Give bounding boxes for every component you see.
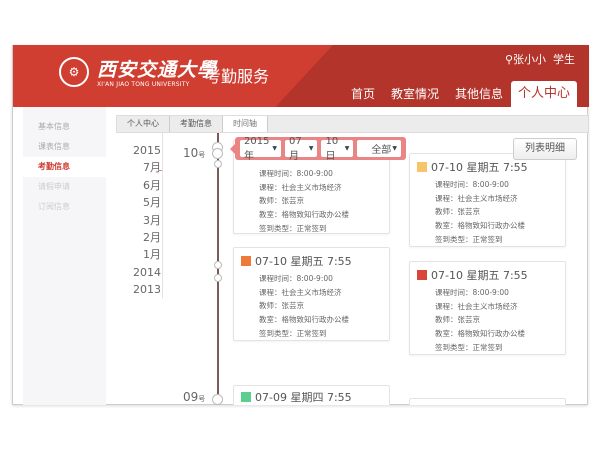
- chevron-down-icon: ▼: [392, 145, 397, 152]
- card-field: 签到类型：正常签到: [259, 223, 327, 233]
- nav-other[interactable]: 其他信息: [454, 87, 503, 101]
- header: ⚙ 西安交通大學 XI'AN JIAO TONG UNIVERSITY 考勤服务…: [13, 45, 589, 107]
- card-field: 签到类型：正常签到: [259, 328, 327, 338]
- card-field: 课程：社会主义市场经济: [259, 182, 342, 192]
- card-field: 课程时间：8:00-9:00: [435, 288, 509, 297]
- university-seal-icon: ⚙: [59, 57, 89, 87]
- card-field: 课程：社会主义市场经济: [435, 301, 518, 311]
- university-logo-en: XI'AN JIAO TONG UNIVERSITY: [97, 81, 190, 88]
- timeline-line: [217, 133, 219, 405]
- month-item[interactable]: 5月: [143, 196, 161, 210]
- card-field: 教室：格物致知行政办公楼: [435, 221, 525, 231]
- attendance-icon: [241, 256, 251, 266]
- nav-classroom[interactable]: 教室情况: [390, 87, 439, 101]
- year-select[interactable]: 2015年 ▼: [240, 136, 282, 162]
- user-icon: ⚲: [504, 53, 513, 66]
- month-select[interactable]: 07月 ▼: [285, 136, 318, 162]
- date-filter: 2015年 ▼ 07月 ▼ 10日 ▼ 全部 ▼: [230, 136, 406, 162]
- nav-personal[interactable]: 个人中心: [510, 81, 577, 107]
- month-item[interactable]: 1月: [143, 248, 161, 262]
- main-nav: 首页 教室情况 其他信息 个人中心: [343, 81, 577, 107]
- year-item[interactable]: 2014: [133, 265, 161, 279]
- card-field: 课程：社会主义市场经济: [259, 287, 342, 297]
- attendance-icon: [241, 392, 251, 402]
- month-item[interactable]: 2月: [143, 230, 161, 244]
- sidebar-item-leave[interactable]: 请假申请: [38, 182, 70, 191]
- breadcrumb-item[interactable]: 考勤信息: [170, 116, 223, 132]
- card-field: 课程：社会主义市场经济: [435, 193, 518, 203]
- sidebar-item-attendance[interactable]: 考勤信息: [23, 157, 106, 177]
- chevron-down-icon: ▼: [344, 145, 350, 152]
- breadcrumb-current: 时间轴: [223, 116, 268, 132]
- divider: [162, 133, 163, 298]
- user-info[interactable]: ⚲张小小 学生: [504, 53, 575, 66]
- nav-home[interactable]: 首页: [350, 87, 375, 101]
- attendance-card[interactable]: 07-10 星期五 7:55 课程时间：8:00-9:00 课程：社会主义市场经济教…: [409, 261, 566, 355]
- timeline-node: [212, 148, 223, 159]
- card-field: 教师：张芸京: [259, 196, 304, 206]
- chevron-down-icon: ▼: [308, 145, 314, 152]
- chevron-down-icon: ▼: [272, 145, 278, 152]
- month-item[interactable]: 7月: [143, 161, 161, 175]
- timeline-node: [214, 160, 222, 168]
- sidebar: 基本信息 课表信息 考勤信息 请假申请 订阅信息: [23, 107, 106, 405]
- card-field: 签到类型：正常签到: [435, 234, 503, 244]
- day-label: 10号: [183, 146, 206, 160]
- attendance-card[interactable]: 07-09 星期四 7:55: [233, 385, 390, 405]
- sidebar-item-subscribe[interactable]: 订阅信息: [38, 202, 70, 211]
- attendance-icon: [417, 162, 427, 172]
- year-month-list: 2015 7月 6月 5月 3月 2月 1月 2014 2013: [116, 142, 161, 299]
- breadcrumb: 个人中心 考勤信息 时间轴: [116, 115, 589, 133]
- timeline-node: [214, 274, 222, 282]
- card-field: 课程时间：8:00-9:00: [435, 180, 509, 189]
- type-select[interactable]: 全部 ▼: [357, 140, 401, 157]
- month-item[interactable]: 3月: [143, 213, 161, 227]
- current-marker: [158, 170, 162, 171]
- day-select[interactable]: 10日 ▼: [321, 136, 354, 162]
- card-field: 教师：张芸京: [435, 315, 480, 325]
- card-field: 教师：张芸京: [435, 207, 480, 217]
- card-field: 教室：格物致知行政办公楼: [259, 315, 349, 325]
- card-field: 签到类型：正常签到: [435, 342, 503, 352]
- timeline-node: [212, 394, 223, 405]
- card-field: 课程时间：8:00-9:00: [259, 169, 333, 178]
- card-field: 教室：格物致知行政办公楼: [259, 210, 349, 220]
- list-detail-button[interactable]: 列表明细: [513, 138, 577, 160]
- month-item[interactable]: 6月: [143, 178, 161, 192]
- attendance-card[interactable]: 07-10 星期五 7:55 课程时间：8:00-9:00 课程：社会主义市场经济教…: [233, 247, 390, 341]
- timeline-node: [214, 261, 222, 269]
- year-item[interactable]: 2015: [133, 144, 161, 157]
- attendance-icon: [417, 270, 427, 280]
- card-field: 课程时间：8:00-9:00: [259, 274, 333, 283]
- sidebar-item-basic[interactable]: 基本信息: [38, 122, 70, 131]
- card-field: 教师：张芸京: [259, 301, 304, 311]
- attendance-card[interactable]: 07-10 星期五 7:55 课程时间：8:00-9:00 课程：社会主义市场经济教…: [409, 153, 566, 247]
- year-item[interactable]: 2013: [133, 283, 161, 297]
- breadcrumb-item[interactable]: 个人中心: [117, 116, 170, 132]
- card-field: 教室：格物致知行政办公楼: [435, 329, 525, 339]
- day-label: 09号: [183, 390, 206, 404]
- attendance-card[interactable]: [409, 398, 566, 405]
- university-logo: 西安交通大學: [97, 59, 218, 81]
- sidebar-item-schedule[interactable]: 课表信息: [38, 142, 70, 151]
- service-title: 考勤服务: [205, 67, 270, 86]
- app-window: ⚙ 西安交通大學 XI'AN JIAO TONG UNIVERSITY 考勤服务…: [12, 45, 589, 405]
